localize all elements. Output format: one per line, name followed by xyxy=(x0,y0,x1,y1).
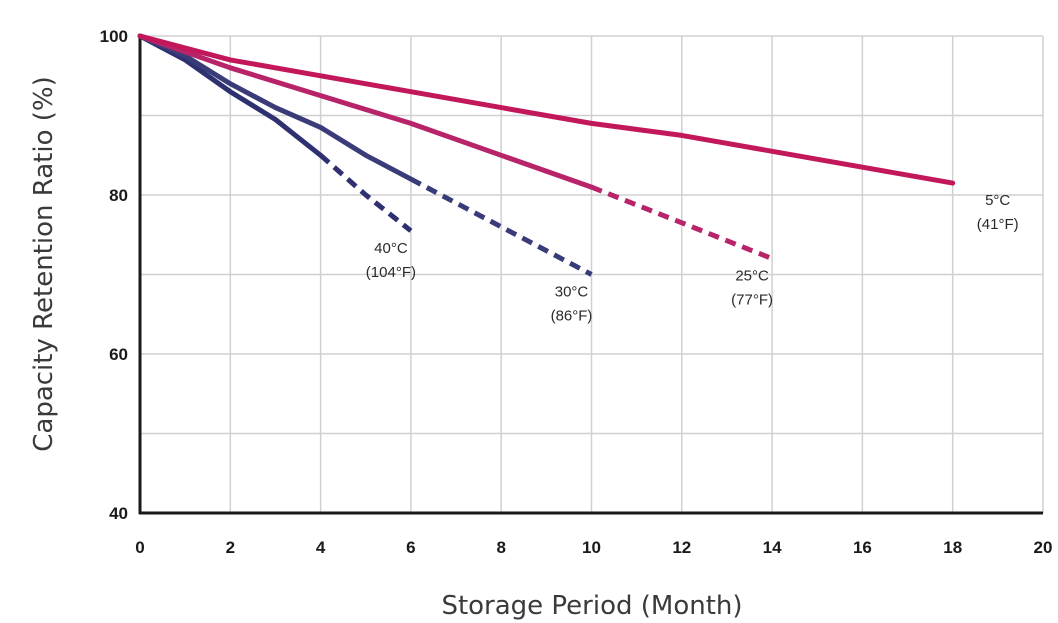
x-axis-title: Storage Period (Month) xyxy=(441,591,742,621)
x-tick-label: 14 xyxy=(763,538,782,557)
x-tick-label: 0 xyxy=(135,538,144,557)
x-tick-label: 16 xyxy=(853,538,872,557)
x-tick-label: 4 xyxy=(316,538,326,557)
series-label-temp-f: (77°F) xyxy=(731,292,773,309)
x-tick-label: 8 xyxy=(496,538,505,557)
series-label-temp-c: 5°C xyxy=(985,192,1010,209)
series-label-temp-c: 25°C xyxy=(735,268,769,285)
series-line-solid xyxy=(137,33,594,190)
series-line-solid xyxy=(137,33,956,186)
y-axis-title: Capacity Retention Ratio (%) xyxy=(29,76,59,452)
grid xyxy=(140,35,1044,513)
series-label-temp-f: (41°F) xyxy=(977,216,1019,233)
x-tick-label: 20 xyxy=(1034,538,1053,557)
x-tick-label: 2 xyxy=(226,538,235,557)
series-label-temp-f: (104°F) xyxy=(366,264,416,281)
series-label-temp-c: 40°C xyxy=(374,240,408,257)
series-label-temp-c: 30°C xyxy=(555,284,589,301)
x-tick-label: 12 xyxy=(672,538,691,557)
x-tick-label: 6 xyxy=(406,538,415,557)
series-line-dashed xyxy=(318,153,413,233)
series-lines xyxy=(137,33,956,277)
y-tick-labels: 40 60 80 100 xyxy=(100,27,128,523)
x-tick-labels: 0 2 4 6 8 10 12 14 16 18 20 xyxy=(135,538,1052,557)
plot-frame xyxy=(138,34,1043,515)
y-tick-label: 60 xyxy=(109,345,128,364)
x-tick-label: 18 xyxy=(943,538,962,557)
x-tick-label: 10 xyxy=(582,538,601,557)
series-labels: 40°C (104°F) 30°C (86°F) 25°C (77°F) 5°C (41°F) xyxy=(366,192,1019,324)
y-tick-label: 80 xyxy=(109,186,128,205)
series-line-solid xyxy=(137,33,414,182)
y-tick-label: 40 xyxy=(109,504,128,523)
series-line-dashed xyxy=(590,184,774,261)
series-line-dashed xyxy=(409,176,593,277)
y-tick-label: 100 xyxy=(100,27,128,46)
series-label-temp-f: (86°F) xyxy=(551,308,593,325)
